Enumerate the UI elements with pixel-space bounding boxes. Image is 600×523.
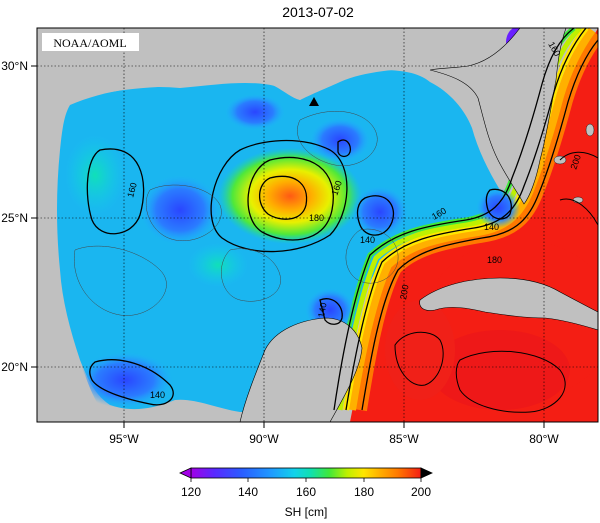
florida (429, 28, 567, 205)
colorbar-label: SH [cm] (285, 505, 328, 519)
contour-label: 140 (360, 235, 375, 245)
colorbar-tick-label: 140 (238, 485, 258, 499)
contour-lines (86, 28, 598, 413)
us-coast (37, 28, 598, 106)
x-tick-label: 85°W (389, 432, 419, 446)
x-tick-label: 90°W (249, 432, 279, 446)
warm-eddy (218, 148, 362, 244)
colorbar-tick-label: 180 (354, 485, 374, 499)
contour-label: 140 (316, 302, 328, 319)
y-tick-label: 20°N (1, 360, 28, 374)
y-tick-label: 30°N (1, 59, 28, 73)
contour-labels: 160 160 180 140 140 140 160 180 200 140 … (125, 40, 583, 400)
map-plot-area: 160 160 180 140 140 140 160 180 200 140 … (37, 28, 598, 422)
contour-label: 140 (484, 222, 499, 232)
credit-box (42, 33, 139, 51)
contour-label: 180 (487, 255, 502, 265)
station-marker-triangle (309, 97, 319, 106)
map-title: 2013-07-02 (282, 4, 354, 20)
credit-label: NOAA/AOML (53, 36, 126, 50)
grid-lines (37, 28, 598, 422)
contour-label: 140 (150, 390, 165, 400)
plot-frame (36, 27, 599, 423)
cuba (419, 277, 598, 331)
colorbar-tick-label: 200 (411, 485, 431, 499)
colorbar-gradient (190, 467, 422, 479)
colorbar: 120 140 160 180 200 SH [cm] (179, 467, 433, 519)
contour-label: 200 (568, 153, 583, 171)
x-tick-label: 95°W (109, 432, 139, 446)
contour-label: 200 (398, 284, 410, 301)
colorbar-low-arrow (179, 467, 192, 479)
x-tick-label: 80°W (529, 432, 559, 446)
colorbar-tick-label: 120 (181, 485, 201, 499)
colorbar-high-arrow (420, 467, 433, 479)
contour-label: 160 (125, 181, 139, 198)
contour-label: 160 (329, 179, 344, 197)
y-tick-label: 25°N (1, 211, 28, 225)
colorbar-tick-label: 160 (296, 485, 316, 499)
mexico (37, 28, 110, 422)
contour-label: 180 (309, 213, 324, 223)
